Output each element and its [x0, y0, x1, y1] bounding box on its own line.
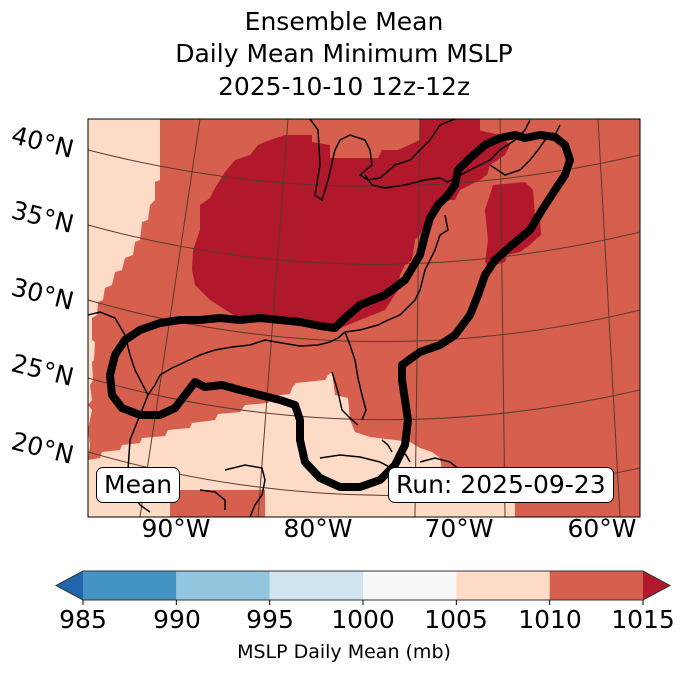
lon-label-90w: 90°W: [141, 514, 211, 543]
colorbar-tick-1000: 1000: [331, 605, 395, 634]
colorbar-tick-985: 985: [59, 605, 107, 634]
colorbar-band-995-1000: [269, 571, 363, 600]
colorbar-tick-995: 995: [246, 605, 294, 634]
annotation-mean: Mean: [96, 467, 181, 503]
colorbar-band-985-990: [83, 571, 177, 600]
colorbar-band-1010-1015: [549, 571, 643, 600]
colorbar-band-990-995: [176, 571, 270, 600]
colorbar-over-arrow: [643, 571, 670, 600]
colorbar-tick-1005: 1005: [424, 605, 488, 634]
field-over-1015-central: [192, 119, 510, 328]
colorbar-tick-1015: 1015: [611, 605, 675, 634]
contour-outline: [106, 131, 574, 491]
lon-label-60w: 60°W: [567, 514, 637, 543]
lon-label-70w: 70°W: [424, 514, 494, 543]
title-line-1: Ensemble Mean: [244, 7, 444, 36]
field-1005-1010-west-lower: [88, 405, 92, 460]
colorbar-band-1000-1005: [363, 571, 457, 600]
title-line-3: 2025-10-10 12z-12z: [217, 72, 471, 101]
colorbar-label: MSLP Daily Mean (mb): [237, 641, 451, 663]
lon-label-80w: 80°W: [283, 514, 353, 543]
colorbar: [54, 570, 672, 605]
field-1005-1010-west: [88, 119, 160, 405]
map-panel: [88, 119, 640, 517]
title-line-2: Daily Mean Minimum MSLP: [175, 39, 513, 68]
map-frame: [87, 118, 641, 518]
colorbar-under-arrow: [56, 571, 83, 600]
colorbar-tick-990: 990: [153, 605, 201, 634]
colorbar-tick-1010: 1010: [518, 605, 582, 634]
annotation-run-date: Run: 2025-09-23: [388, 467, 614, 503]
field-over-1015-atlantic: [485, 182, 541, 270]
colorbar-band-1005-1010: [456, 571, 550, 600]
